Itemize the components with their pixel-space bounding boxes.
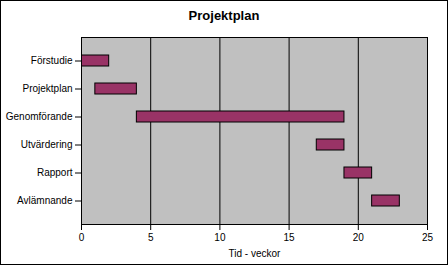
svg-text:Projektplan: Projektplan [22,83,72,94]
html-text:Projektplan: Projektplan [188,8,260,23]
svg-text:15: 15 [284,232,296,243]
svg-text:20: 20 [353,232,365,243]
svg-text:10: 10 [214,232,226,243]
svg-text:Förstudie: Förstudie [31,55,73,66]
svg-text:Utvärdering: Utvärdering [21,139,73,150]
svg-text:Avlämnande: Avlämnande [17,195,73,206]
svg-text:Rapport: Rapport [37,167,73,178]
svg-text:Tid - veckor: Tid - veckor [229,248,282,259]
svg-text:Genomförande: Genomförande [6,111,73,122]
svg-text:5: 5 [148,232,154,243]
svg-text:25: 25 [422,232,434,243]
svg-text:0: 0 [79,232,85,243]
